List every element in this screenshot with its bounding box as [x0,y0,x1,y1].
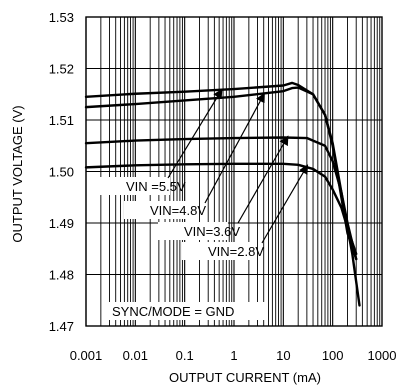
series-line-2 [84,136,358,261]
x-tick-label: 0.01 [123,348,148,363]
label-background [158,222,228,240]
x-tick-labels: 0.001 0.01 0.1 1 10 100 1000 [70,348,397,363]
y-axis-label: OUTPUT VOLTAGE (V) [10,105,25,242]
annotation-backgrounds [100,177,265,320]
series-lines [84,81,361,307]
plot-area-frame [85,16,383,327]
label-arrow-2 [237,135,289,224]
y-tick-label: 1.50 [49,165,74,180]
series-label-vin-5.5v: VIN =5.5V [126,179,186,194]
series-label-vin-4.8v: VIN=4.8V [150,203,206,218]
label-background [124,201,194,219]
x-tick-label: 0.001 [70,348,103,363]
y-tick-label: 1.53 [49,10,74,25]
x-tick-label: 10 [276,348,290,363]
label-arrow-3 [261,164,309,244]
series-label-vin-2.8v: VIN=2.8V [208,244,264,259]
y-tick-label: 1.47 [49,319,74,334]
label-arrow-0 [167,88,223,179]
x-tick-label: 100 [322,348,344,363]
x-tick-label: 1000 [368,348,397,363]
label-arrows [167,88,309,244]
y-tick-label: 1.48 [49,268,74,283]
x-axis-label: OUTPUT CURRENT (mA) [169,370,321,385]
y-tick-labels: 1.47 1.48 1.49 1.50 1.51 1.52 1.53 [49,10,74,334]
label-arrow-1 [204,92,265,204]
y-tick-label: 1.52 [49,62,74,77]
x-tick-label: 1 [230,348,237,363]
label-background [100,177,170,195]
series-label-vin-3.6v: VIN=3.6V [184,224,240,239]
y-tick-label: 1.51 [49,113,74,128]
label-background [105,302,265,320]
series-line-3 [84,162,361,307]
series-labels: VIN =5.5V VIN=4.8V VIN=3.6V VIN=2.8V [126,179,264,259]
y-tick-label: 1.49 [49,216,74,231]
x-tick-label: 0.1 [176,348,194,363]
label-background [182,242,252,260]
annotation-sync-mode: SYNC/MODE = GND [112,304,234,319]
